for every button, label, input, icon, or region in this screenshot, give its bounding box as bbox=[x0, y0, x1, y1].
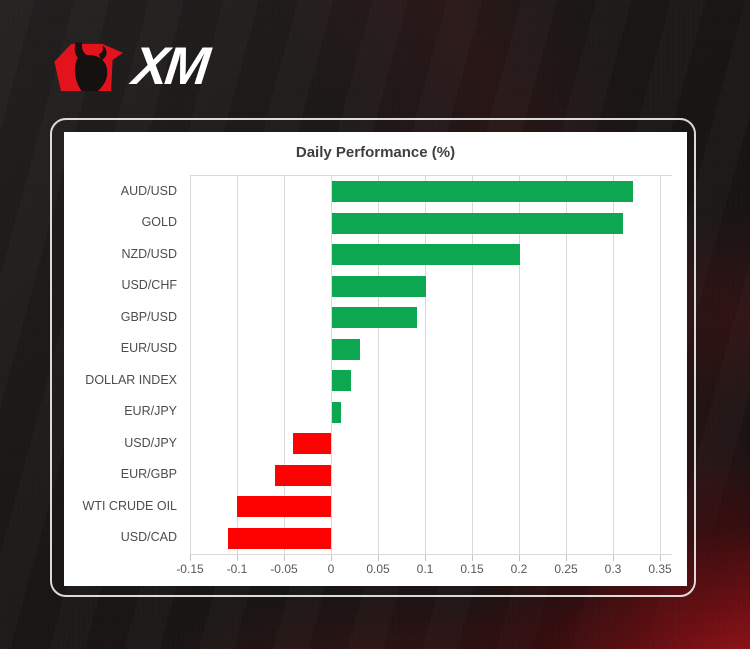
gridline bbox=[613, 176, 614, 554]
xm-bull-icon bbox=[54, 42, 123, 92]
gridline bbox=[284, 176, 285, 554]
category-label-usd-chf: USD/CHF bbox=[121, 278, 177, 292]
category-label-aud-usd: AUD/USD bbox=[120, 184, 177, 198]
plot-area bbox=[190, 175, 672, 561]
x-axis-tick-label: 0.1 bbox=[416, 562, 434, 576]
gridline bbox=[237, 176, 238, 554]
bar-usd-cad bbox=[228, 528, 331, 549]
x-axis-tick-mark bbox=[566, 555, 567, 561]
x-axis-tick-mark bbox=[237, 555, 238, 561]
category-label-wti-crude-oil: WTI CRUDE OIL bbox=[82, 499, 177, 513]
x-axis-tick-mark bbox=[472, 555, 473, 561]
x-axis-tick-label: 0.05 bbox=[366, 562, 390, 576]
category-label-nzd-usd: NZD/USD bbox=[121, 247, 177, 261]
gridline bbox=[425, 176, 426, 554]
x-axis-tick-mark bbox=[613, 555, 614, 561]
x-axis-tick-label: 0.35 bbox=[648, 562, 672, 576]
x-axis-tick-label: -0.15 bbox=[176, 562, 204, 576]
category-label-eur-gbp: EUR/GBP bbox=[120, 467, 177, 481]
bar-nzd-usd bbox=[332, 244, 520, 265]
bar-dollar-index bbox=[332, 370, 351, 391]
category-label-usd-cad: USD/CAD bbox=[120, 530, 177, 544]
bar-gold bbox=[332, 213, 623, 234]
x-axis-tick-label: 0.25 bbox=[554, 562, 578, 576]
category-label-gbp-usd: GBP/USD bbox=[120, 310, 177, 324]
x-axis-tick-mark bbox=[378, 555, 379, 561]
category-label-dollar-index: DOLLAR INDEX bbox=[85, 373, 177, 387]
bar-usd-chf bbox=[332, 276, 426, 297]
x-axis-tick-mark bbox=[660, 555, 661, 561]
gridline bbox=[519, 176, 520, 554]
x-axis-tick-label: 0 bbox=[327, 562, 335, 576]
bar-eur-jpy bbox=[332, 402, 341, 423]
gridline bbox=[566, 176, 567, 554]
category-label-gold: GOLD bbox=[141, 215, 177, 229]
bar-gbp-usd bbox=[332, 307, 417, 328]
bar-eur-gbp bbox=[275, 465, 331, 486]
bar-wti-crude-oil bbox=[237, 496, 331, 517]
x-axis-tick-label: -0.1 bbox=[226, 562, 248, 576]
x-axis-tick-mark bbox=[425, 555, 426, 561]
x-axis-tick-label: 0.15 bbox=[460, 562, 484, 576]
bar-aud-usd bbox=[332, 181, 633, 202]
brand-name: XM bbox=[129, 36, 211, 96]
gridline bbox=[190, 176, 191, 554]
gridline bbox=[660, 176, 661, 554]
x-axis-tick-mark bbox=[519, 555, 520, 561]
brand-logo: XM bbox=[52, 36, 217, 96]
bull-head-shape bbox=[74, 55, 108, 92]
x-axis-tick-mark bbox=[190, 555, 191, 561]
x-axis-tick-label: 0.3 bbox=[604, 562, 622, 576]
chart-card-outline bbox=[50, 118, 696, 597]
x-axis-tick-label: -0.05 bbox=[270, 562, 298, 576]
bar-usd-jpy bbox=[293, 433, 331, 454]
gridline bbox=[378, 176, 379, 554]
category-label-usd-jpy: USD/JPY bbox=[124, 436, 177, 450]
category-label-eur-usd: EUR/USD bbox=[120, 341, 177, 355]
bull-right-horn-shape bbox=[98, 46, 107, 61]
x-axis-tick-mark bbox=[331, 555, 332, 561]
chart-title: Daily Performance (%) bbox=[295, 144, 456, 161]
bar-eur-usd bbox=[332, 339, 360, 360]
x-axis-tick-mark bbox=[284, 555, 285, 561]
x-axis-tick-label: 0.2 bbox=[510, 562, 528, 576]
gridline bbox=[472, 176, 473, 554]
chart-card: Daily Performance (%) -0.15 -0.1 -0.05 0 0.0… bbox=[64, 132, 687, 586]
gridline bbox=[331, 176, 332, 554]
category-label-eur-jpy: EUR/JPY bbox=[124, 404, 177, 418]
bull-left-horn-shape bbox=[74, 42, 90, 64]
